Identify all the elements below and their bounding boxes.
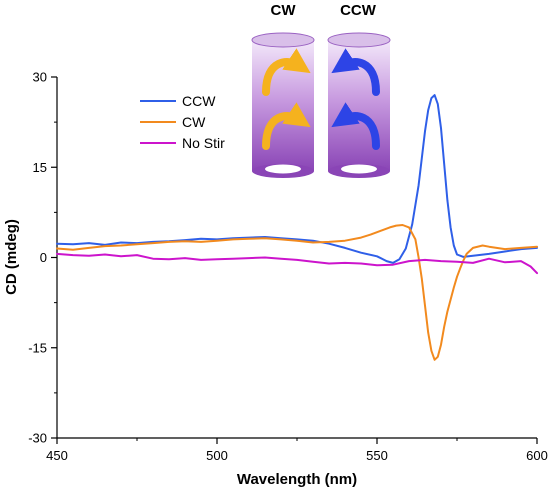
cw-arrow-upper — [262, 48, 311, 96]
cw-arrow-lower — [262, 102, 311, 150]
legend-label-ccw: CCW — [182, 93, 216, 109]
cw-cylinder — [251, 32, 315, 178]
legend-label-cw: CW — [182, 114, 206, 130]
ccw-arrow-upper — [331, 48, 380, 96]
series-layer — [56, 94, 538, 361]
legend: CCW CW No Stir — [140, 93, 225, 151]
y-tick-label: 15 — [33, 160, 47, 175]
x-tick-label: 550 — [366, 448, 388, 463]
y-tick-label: 30 — [33, 70, 47, 85]
x-tick-label: 450 — [46, 448, 68, 463]
y-tick-label: 0 — [40, 250, 47, 265]
ccw-arrow-lower — [331, 102, 380, 150]
x-tick-label: 600 — [526, 448, 548, 463]
x-axis-title: Wavelength (nm) — [237, 471, 357, 488]
inset-ccw-label: CCW — [340, 2, 377, 19]
series-line-cw — [56, 224, 538, 361]
inset-illustration: CW CCW — [251, 2, 391, 178]
series-line-no-stir — [56, 252, 538, 275]
y-axis-title: CD (mdeg) — [3, 219, 20, 295]
y-tick-label: -30 — [28, 431, 47, 446]
inset-cw-label: CW — [271, 2, 297, 19]
y-tick-label: -15 — [28, 340, 47, 355]
ccw-cylinder — [327, 32, 391, 178]
x-tick-label: 500 — [206, 448, 228, 463]
tick-labels: 450 500 550 600 30 15 0 -15 -30 — [28, 70, 548, 464]
legend-label-no-stir: No Stir — [182, 135, 225, 151]
tick-marks — [51, 76, 538, 444]
